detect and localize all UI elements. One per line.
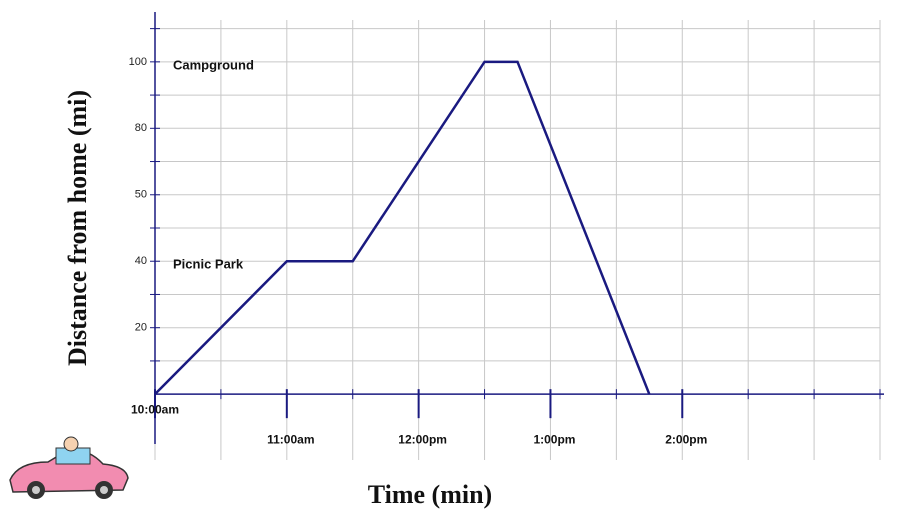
x-tick-label: 10:00am: [131, 402, 179, 416]
car-clipart: [9, 436, 129, 499]
y-tick-label: 20: [135, 322, 147, 334]
y-tick-label: 40: [135, 255, 147, 267]
y-axis-title: Distance from home (mi): [63, 90, 92, 366]
x-tick-label: 11:00am: [267, 432, 314, 446]
annotation: Campground: [173, 57, 254, 72]
x-axis-title: Time (min): [368, 480, 492, 509]
x-tick-label: 2:00pm: [665, 432, 707, 446]
y-tick-label: 100: [129, 56, 147, 68]
y-tick-label: 50: [135, 189, 147, 201]
x-tick-label: 12:00pm: [398, 432, 447, 446]
data-line: [154, 60, 651, 396]
x-tick-label: 1:00pm: [533, 432, 575, 446]
annotation: Picnic Park: [173, 257, 244, 272]
y-tick-label: 80: [135, 122, 147, 134]
